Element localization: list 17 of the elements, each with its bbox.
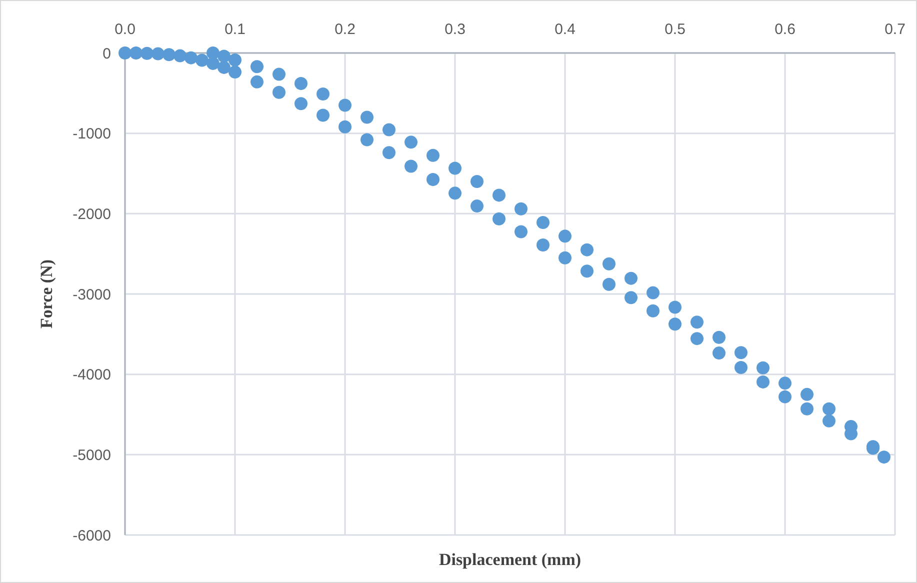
x-tick-label: 0.6 bbox=[774, 21, 796, 38]
x-tick-label: 0.2 bbox=[334, 21, 356, 38]
y-tick-label: -5000 bbox=[72, 446, 111, 464]
y-tick-label: -3000 bbox=[72, 286, 111, 304]
x-tick-label: 0.7 bbox=[884, 21, 906, 38]
x-tick-label: 0.3 bbox=[444, 21, 466, 38]
x-axis-title: Displacement (mm) bbox=[438, 550, 582, 569]
x-tick-label: 0.1 bbox=[224, 21, 246, 38]
y-tick-label: -1000 bbox=[72, 126, 111, 143]
y-tick-label: -6000 bbox=[72, 527, 111, 544]
y-axis-title: Force (N) bbox=[37, 259, 56, 329]
y-tick-label: -2000 bbox=[72, 206, 111, 223]
x-tick-label: 0.4 bbox=[554, 21, 576, 38]
x-tick-label: 0.5 bbox=[664, 21, 686, 38]
x-tick-label: 0.0 bbox=[114, 21, 136, 38]
y-tick-label: 0 bbox=[102, 45, 111, 62]
y-tick-label: -4000 bbox=[72, 366, 111, 384]
